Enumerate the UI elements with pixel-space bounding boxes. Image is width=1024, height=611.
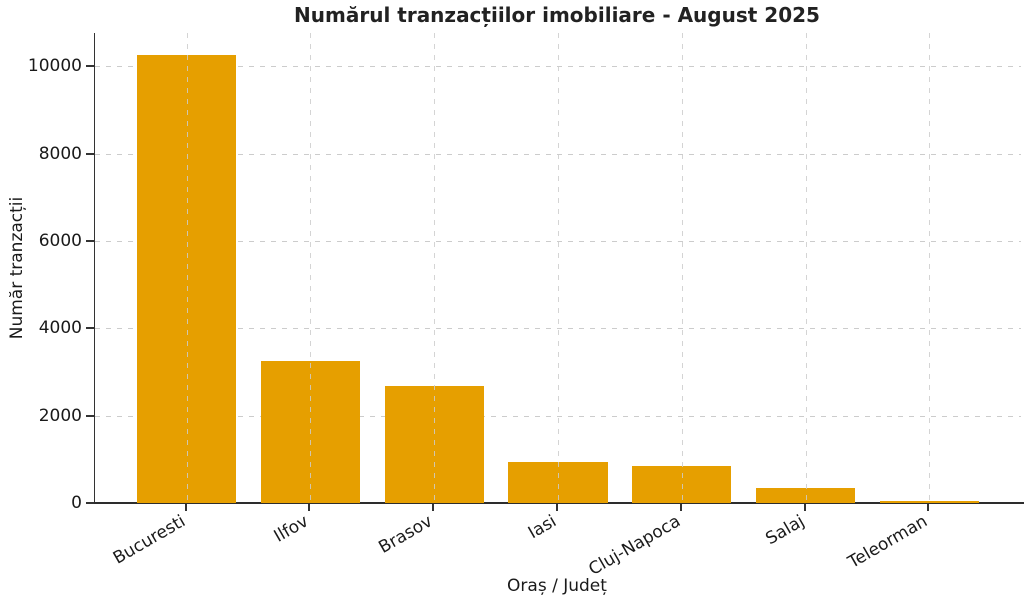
x-gridline <box>929 33 931 503</box>
y-tick-label: 6000 <box>38 230 82 251</box>
x-tick-mark <box>308 504 311 511</box>
x-gridline <box>186 33 188 503</box>
bar <box>137 55 237 503</box>
bar <box>260 361 360 503</box>
x-gridline <box>805 33 807 503</box>
y-tick-mark <box>86 65 94 68</box>
bar <box>384 385 484 503</box>
x-tick-mark <box>432 504 435 511</box>
y-tick-label: 8000 <box>38 143 82 164</box>
x-axis-label: Oraș / Județ <box>507 576 607 596</box>
bar <box>508 461 608 503</box>
x-gridline <box>310 33 312 503</box>
y-tick-mark <box>86 239 94 242</box>
y-tick-mark <box>86 414 94 417</box>
y-tick-label: 0 <box>71 493 82 513</box>
x-tick-mark <box>927 504 930 511</box>
y-tick-label: 4000 <box>38 318 82 339</box>
y-tick-mark <box>86 152 94 155</box>
x-gridline <box>681 33 683 503</box>
y-tick-label: 10000 <box>27 56 82 77</box>
x-axis-spine <box>94 502 1024 504</box>
x-tick-mark <box>184 504 187 511</box>
x-tick-mark <box>679 504 682 511</box>
plot-area <box>94 33 1021 503</box>
y-tick-mark <box>86 502 94 504</box>
x-tick-mark <box>556 504 558 511</box>
x-tick-mark <box>803 504 806 511</box>
y-tick-label: 2000 <box>38 405 82 426</box>
y-tick-mark <box>86 327 94 330</box>
chart-title: Numărul tranzacțiilor imobiliare - Augus… <box>294 3 820 27</box>
x-gridline <box>558 33 559 503</box>
x-gridline <box>434 33 436 503</box>
